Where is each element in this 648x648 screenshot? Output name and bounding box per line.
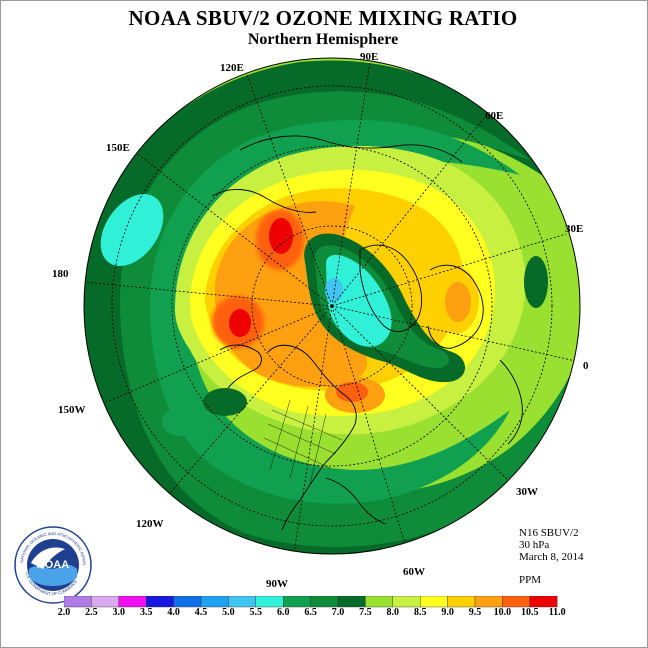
noaa-logo: NOAA NATIONAL OCEANIC AND ATMOSPHERIC AD…	[13, 525, 92, 604]
map-boundary	[83, 57, 581, 555]
lon-label-90e: 90E	[360, 51, 379, 63]
coast-asia	[239, 135, 463, 163]
colorbar-tick-label: 10.0	[493, 607, 512, 618]
colorbar-tick-label: 9.0	[441, 607, 454, 618]
units-label: PPM	[519, 574, 542, 586]
graticule	[84, 61, 580, 554]
contour-bering-max	[229, 309, 251, 337]
contour-north-pacific-low	[100, 193, 164, 267]
colorbar-swatch	[173, 596, 202, 608]
colorbar-swatch	[118, 596, 147, 608]
colorbar-tick-label: 9.5	[468, 607, 482, 618]
colorbar-tick-label: 7.5	[359, 607, 372, 618]
colorbar-swatch	[529, 596, 558, 608]
colorbar-swatches	[64, 596, 558, 608]
contour-siberia-max	[269, 218, 293, 254]
colorbar-swatch	[365, 596, 393, 608]
lon-label-90w: 90W	[266, 578, 288, 590]
lon-label-0: 0	[583, 360, 589, 372]
colorbar-swatch	[255, 596, 284, 608]
colorbar-tick-label: 7.0	[331, 607, 345, 618]
colorbar-tick-label: 2.5	[85, 607, 98, 618]
colorbar-tick-label: 8.0	[386, 607, 400, 618]
coast-caribbean	[325, 477, 387, 525]
coast-europe	[427, 264, 484, 349]
contour-vortex-minimum	[325, 278, 343, 302]
coast-africa	[499, 359, 523, 445]
colorbar-tick-label: 2.0	[57, 607, 71, 618]
coast-greenland	[359, 244, 422, 333]
coast-siberia	[211, 189, 317, 213]
lon-label-120e: 120E	[220, 62, 244, 74]
colorbar-tick-label: 6.0	[276, 607, 290, 618]
chart-subtitle: Northern Hemisphere	[247, 31, 399, 48]
colorbar-tick-labels: 2.0 2.5 3.0 3.5 4.0 4.5 5.0 5.5 6.0 6.5 7.0 7.5 8.0 8…	[0, 607, 648, 621]
colorbar-tick-label: 5.0	[222, 607, 235, 618]
contour-vortex-core	[325, 254, 392, 347]
colorbar-tick-label: 4.5	[194, 607, 208, 618]
colorbar-tick-label: 6.5	[304, 607, 317, 618]
state-boundaries	[263, 399, 343, 485]
contour-newfoundland-low	[203, 388, 247, 416]
colorbar-tick-label: 4.0	[167, 607, 180, 618]
coast-alaska	[219, 344, 262, 389]
lon-label-180: 180	[52, 268, 69, 280]
contour-green-ring	[150, 119, 520, 504]
lon-label-60w: 60W	[403, 566, 425, 578]
colorbar-swatch	[200, 596, 229, 608]
colorbar-swatch	[91, 596, 119, 608]
instrument-label: N16 SBUV/2	[519, 527, 579, 539]
contour-europe-max	[445, 282, 471, 322]
colorbar-swatch	[447, 596, 476, 608]
colorbar-swatch	[474, 596, 503, 608]
lon-label-150w: 150W	[58, 404, 86, 416]
colorbar-swatch	[420, 596, 448, 608]
colorbar-swatch	[310, 596, 339, 608]
colorbar-swatch	[502, 596, 530, 608]
colorbar-swatch	[392, 596, 421, 608]
coast-north-america	[267, 344, 357, 531]
date-label: March 8, 2014	[519, 551, 584, 563]
logo-text: NOAA	[37, 559, 69, 571]
colorbar-tick-label: 11.0	[548, 607, 566, 618]
colorbar-tick-label: 10.5	[521, 607, 539, 618]
colorbar-swatch	[145, 596, 174, 608]
colorbar-swatch	[337, 596, 366, 608]
colorbar-tick-label: 3.0	[112, 607, 126, 618]
contour-atlantic-low	[524, 256, 548, 308]
colorbar-tick-label: 8.5	[413, 607, 427, 618]
contour-tropical-low	[162, 408, 198, 436]
contour-labrador-max	[336, 382, 368, 402]
colorbar-swatch	[228, 596, 256, 608]
colorbar-swatch	[282, 596, 311, 608]
colorbar-tick-label: 5.5	[249, 607, 263, 618]
lon-label-60e: 60E	[485, 110, 504, 122]
coastlines	[211, 135, 523, 531]
colorbar-tick-label: 3.5	[139, 607, 153, 618]
lon-label-120w: 120W	[136, 518, 164, 530]
pressure-level-label: 30 hPa	[519, 539, 550, 551]
contour-field	[84, 58, 580, 554]
lon-label-30e: 30E	[565, 223, 584, 235]
colorbar-swatch	[64, 596, 92, 608]
colorbar	[64, 596, 558, 608]
lon-label-30w: 30W	[516, 486, 538, 498]
chart-title: NOAA SBUV/2 OZONE MIXING RATIO	[128, 6, 518, 30]
lon-label-150e: 150E	[106, 142, 130, 154]
